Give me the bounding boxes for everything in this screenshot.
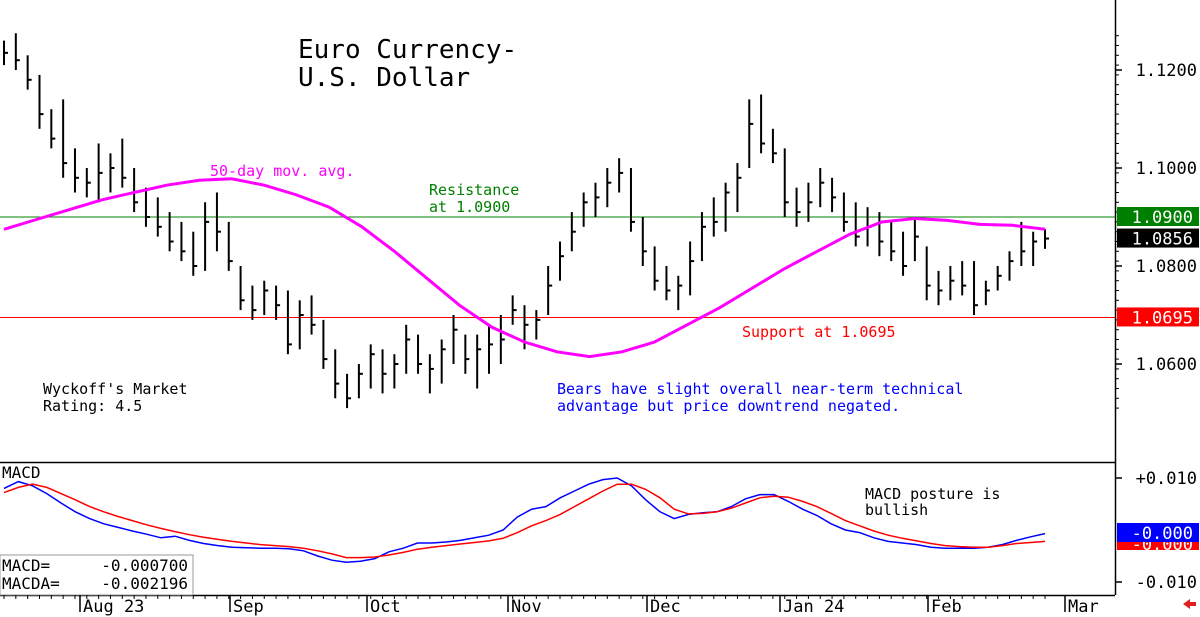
chart-subtitle: U.S. Dollar (298, 63, 470, 93)
macd-readout-box (0, 554, 194, 596)
macd-annotation-line2: bullish (865, 501, 928, 519)
macd-signal-line (3, 483, 1046, 559)
macd-readout-label: MACD= (2, 556, 50, 575)
moving-average-label: 50-day mov. avg. (210, 162, 355, 180)
wyckoff-rating-line1: Wyckoff's Market (43, 380, 188, 398)
resistance-label-line2: at 1.0900 (429, 198, 510, 216)
time-tick-label: Mar (1068, 597, 1099, 617)
macd-tick-label: +0.010 (1136, 469, 1197, 489)
macda-readout-label: MACDA= (2, 574, 60, 593)
price-axis-ticks: 1.1200 1.1000 1.0800 1.0600 (1115, 35, 1197, 409)
price-tick-label: 1.1000 (1136, 159, 1197, 179)
time-tick-label: Dec (650, 597, 681, 617)
resistance-label-line1: Resistance (429, 181, 519, 199)
macd-last-text: -0.000 (1132, 524, 1193, 544)
last-price-text: 1.0856 (1132, 230, 1193, 250)
time-tick-label: Sep (233, 597, 264, 617)
support-value-text: 1.0695 (1132, 308, 1193, 328)
macd-annotation-line1: MACD posture is (865, 485, 1000, 503)
time-tick-label: Aug 23 (83, 597, 144, 617)
left-arrow-icon[interactable] (1183, 599, 1196, 609)
macd-line (3, 477, 1046, 563)
chart-title: Euro Currency- (298, 35, 517, 65)
comment-line1: Bears have slight overall near-term tech… (557, 380, 963, 398)
price-tick-label: 1.0800 (1136, 257, 1197, 277)
time-axis: Aug 23 Sep Oct Nov Dec Jan 24 Feb Mar (3, 595, 1099, 617)
support-label: Support at 1.0695 (742, 323, 896, 341)
time-tick-label: Feb (931, 597, 962, 617)
macd-readout-value: -0.000700 (101, 556, 188, 575)
time-tick-label: Oct (370, 597, 401, 617)
last-price-box (1117, 228, 1199, 248)
moving-average-line (3, 177, 1046, 359)
price-tick-label: 1.0600 (1136, 355, 1197, 375)
time-tick-label: Nov (511, 597, 542, 617)
macda-readout-value: -0.002196 (101, 574, 188, 593)
price-tick-label: 1.1200 (1136, 61, 1197, 81)
support-value-box (1117, 307, 1199, 327)
macd-title: MACD (2, 463, 41, 482)
time-tick-label: Jan 24 (783, 597, 844, 617)
macd-axis-ticks: +0.010 -0.010 (1115, 469, 1197, 593)
resistance-value-box (1117, 207, 1199, 226)
wyckoff-rating-line2: Rating: 4.5 (43, 397, 142, 415)
macd-last-box (1117, 523, 1199, 542)
resistance-value-text: 1.0900 (1132, 208, 1193, 228)
comment-line2: advantage but price downtrend negated. (557, 397, 900, 415)
macd-tick-label: -0.010 (1136, 573, 1197, 593)
